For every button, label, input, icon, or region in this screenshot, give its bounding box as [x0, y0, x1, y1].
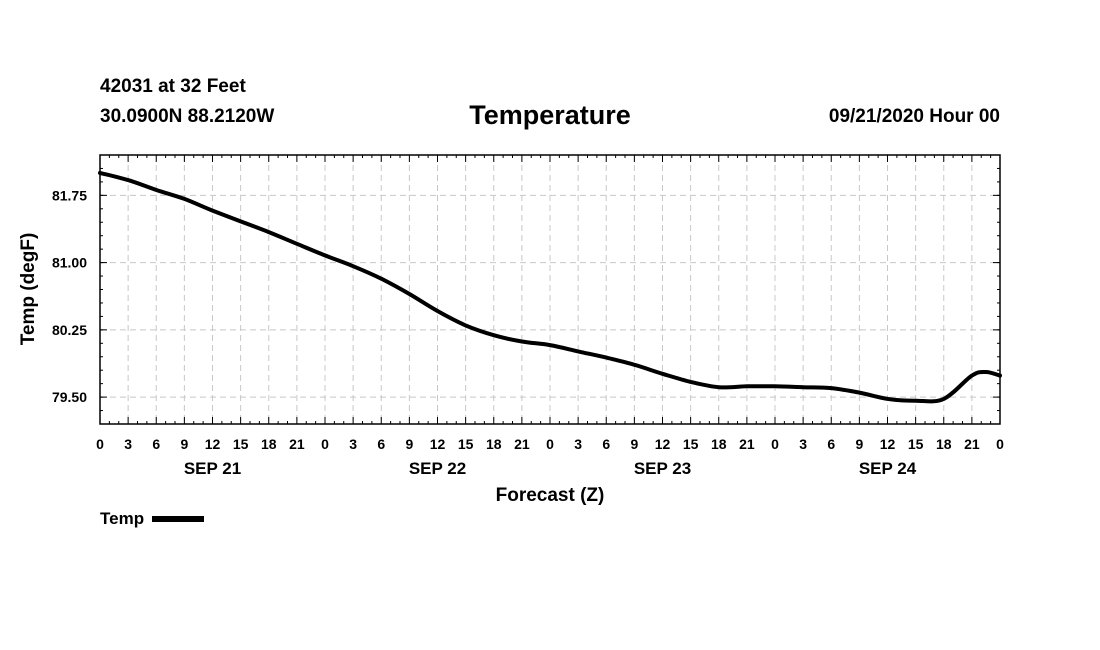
- station-label: 42031 at 32 Feet: [100, 76, 246, 97]
- legend: Temp: [100, 509, 205, 529]
- x-tick-label: 6: [602, 436, 610, 452]
- date-label: SEP 22: [409, 459, 466, 478]
- x-tick-label: 12: [205, 436, 221, 452]
- x-tick-label: 3: [349, 436, 357, 452]
- axis-ticks: 0 3 6 9 12 15 18 21 0 3 6 9 12 15 18 21 0 3 6 9 12 15 18 21 0 3 6 9…: [52, 155, 1004, 478]
- series-line-temp: [98, 170, 1002, 404]
- y-tick-label: 81.00: [52, 255, 87, 271]
- date-label: SEP 24: [859, 459, 917, 478]
- chart-title: Temperature: [469, 100, 631, 130]
- x-tick-label: 0: [546, 436, 554, 452]
- x-tick-label: 9: [405, 436, 413, 452]
- x-tick-label: 9: [855, 436, 863, 452]
- x-tick-label: 0: [96, 436, 104, 452]
- x-tick-label: 21: [289, 436, 305, 452]
- x-tick-label: 0: [996, 436, 1004, 452]
- x-tick-label: 0: [771, 436, 779, 452]
- y-tick-label: 80.25: [52, 322, 87, 338]
- date-label: SEP 21: [184, 459, 241, 478]
- x-tick-label: 3: [799, 436, 807, 452]
- x-tick-label: 15: [683, 436, 699, 452]
- forecast-datetime: 09/21/2020 Hour 00: [828, 106, 1000, 127]
- x-tick-label: 15: [458, 436, 474, 452]
- x-tick-label: 18: [936, 436, 952, 452]
- x-tick-label: 21: [514, 436, 530, 452]
- y-tick-label: 81.75: [52, 187, 87, 203]
- x-tick-label: 6: [827, 436, 835, 452]
- date-label: SEP 23: [634, 459, 691, 478]
- x-tick-label: 21: [964, 436, 980, 452]
- x-tick-label: 6: [152, 436, 160, 452]
- x-tick-label: 3: [124, 436, 132, 452]
- legend-swatch: [152, 515, 205, 522]
- x-tick-label: 18: [261, 436, 277, 452]
- x-tick-label: 12: [430, 436, 446, 452]
- axis-labels: Forecast (Z) Temp (degF): [18, 233, 604, 506]
- x-axis-label: Forecast (Z): [496, 485, 605, 506]
- x-tick-label: 15: [233, 436, 249, 452]
- y-axis-label: Temp (degF): [18, 233, 39, 346]
- x-tick-label: 3: [574, 436, 582, 452]
- coordinates-label: 30.0900N 88.2120W: [100, 106, 275, 127]
- x-tick-label: 18: [711, 436, 727, 452]
- x-tick-label: 9: [180, 436, 188, 452]
- y-tick-label: 79.50: [52, 389, 87, 405]
- x-tick-label: 9: [630, 436, 638, 452]
- x-tick-label: 12: [880, 436, 896, 452]
- x-tick-label: 18: [486, 436, 502, 452]
- x-tick-label: 21: [739, 436, 755, 452]
- grid-lines: [100, 155, 1000, 424]
- x-tick-label: 15: [908, 436, 924, 452]
- series-layer: [98, 170, 1002, 404]
- x-tick-label: 6: [377, 436, 385, 452]
- x-tick-label: 12: [655, 436, 671, 452]
- legend-label: Temp: [100, 509, 145, 528]
- x-tick-label: 0: [321, 436, 329, 452]
